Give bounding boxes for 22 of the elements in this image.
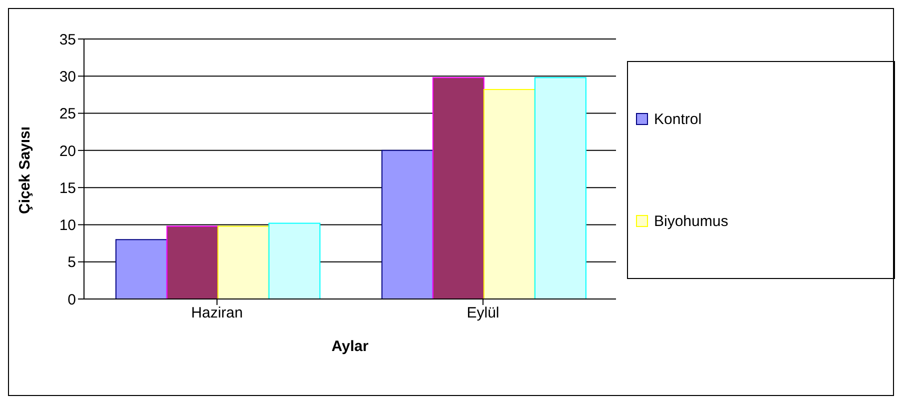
legend-label: Kontrol: [654, 110, 702, 128]
bar: [483, 89, 536, 299]
y-tick-label: 35: [59, 31, 76, 48]
bar: [166, 226, 218, 299]
y-tick-label: 5: [68, 254, 76, 272]
legend-label: Biyohumus: [654, 212, 728, 230]
bar: [115, 239, 168, 299]
y-tick-label: 0: [68, 291, 76, 308]
bar: [381, 150, 434, 299]
x-axis-title: Aylar: [332, 338, 369, 355]
y-axis-title: Çiçek Sayısı: [16, 126, 34, 214]
y-tick-label: 25: [59, 106, 76, 123]
x-tick-label: Haziran: [191, 304, 243, 322]
bar: [432, 77, 484, 299]
bar: [217, 226, 270, 299]
y-tick-label: 15: [59, 180, 76, 197]
y-tick-label: 30: [59, 68, 76, 86]
y-tick-label: 10: [59, 217, 76, 234]
y-tick-label: 20: [59, 142, 76, 160]
bar: [534, 77, 586, 299]
bar: [268, 222, 320, 299]
x-tick-label: Eylül: [466, 304, 500, 322]
